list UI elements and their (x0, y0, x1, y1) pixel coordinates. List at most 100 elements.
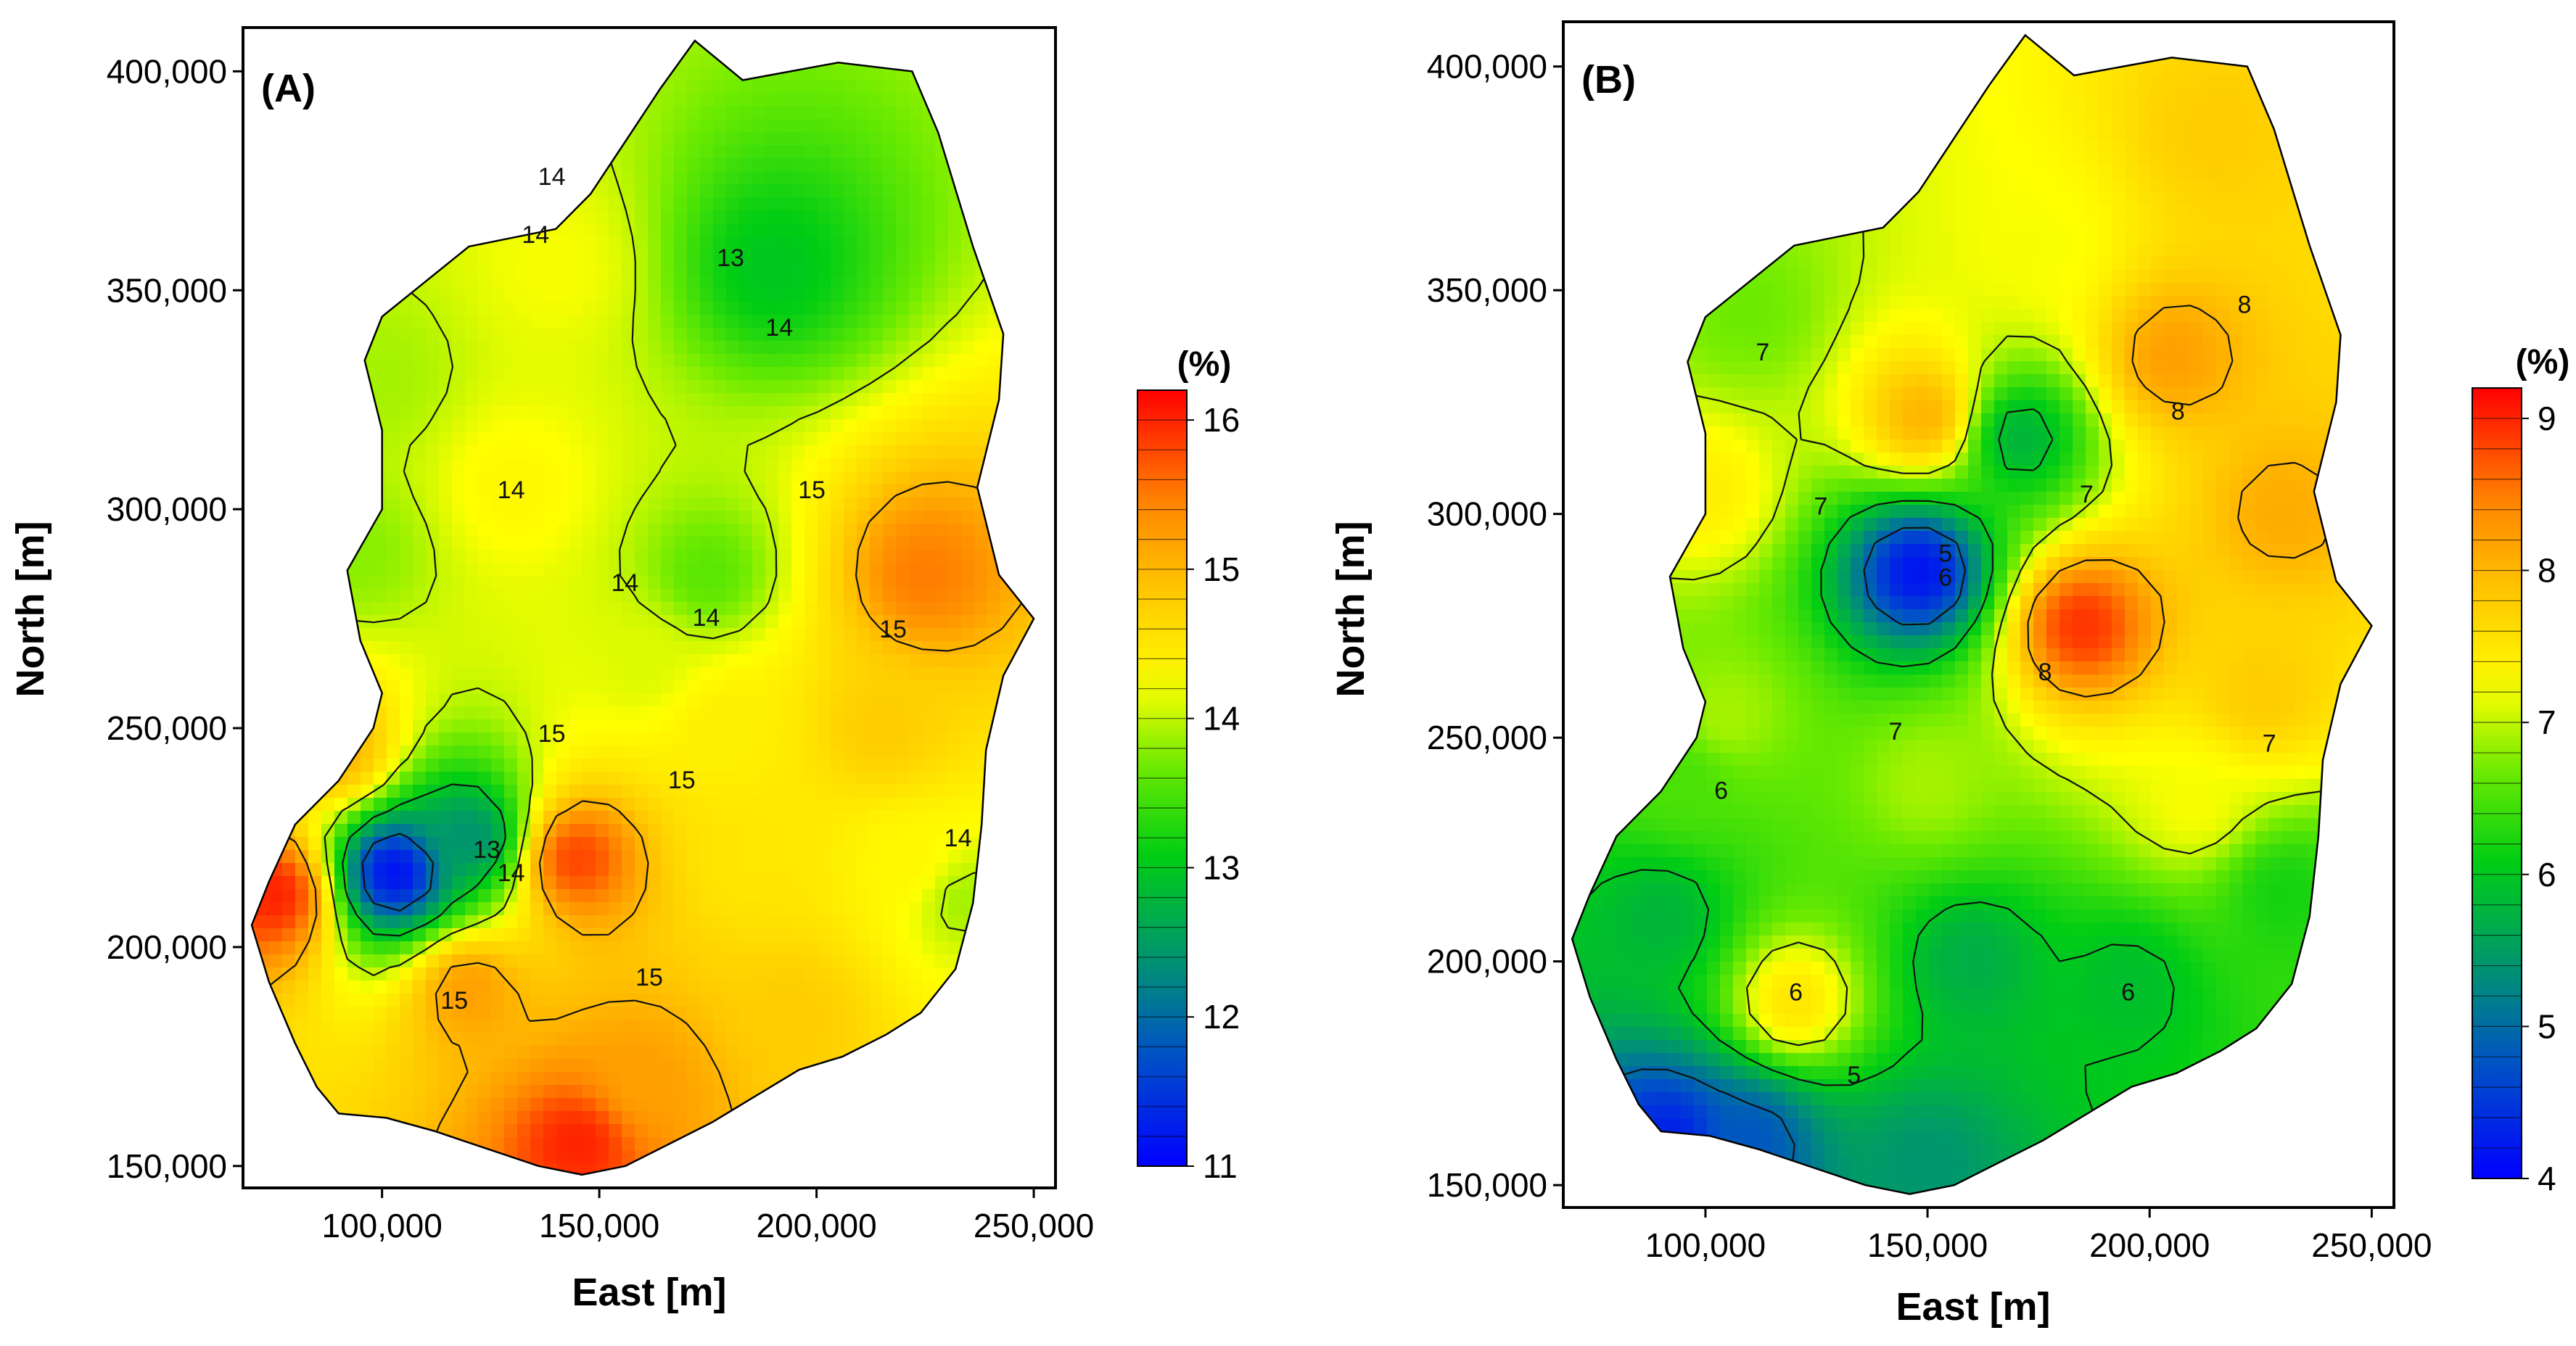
map-cell (321, 589, 335, 603)
map-cell (857, 706, 871, 720)
map-cell (426, 223, 440, 237)
map-cell (252, 210, 257, 224)
map-cell (909, 524, 923, 537)
map-cell (713, 210, 727, 224)
map-cell (321, 132, 335, 146)
map-cell (530, 406, 544, 420)
map-cell (726, 471, 740, 485)
map-cell (1026, 289, 1034, 302)
map-cell (987, 576, 1001, 590)
map-cell (252, 863, 257, 877)
map-cell (974, 28, 988, 41)
map-cell (452, 563, 466, 577)
map-cell (400, 497, 413, 511)
map-cell (347, 693, 361, 707)
map-cell (661, 928, 675, 942)
map-cell (778, 28, 792, 41)
map-cell (791, 302, 805, 315)
map-cell (635, 967, 649, 981)
map-cell (334, 184, 348, 198)
map-cell (465, 484, 479, 498)
map-cell (1013, 889, 1027, 903)
map-cell (844, 550, 857, 563)
map-cell (256, 837, 270, 851)
map-cell (374, 980, 387, 994)
map-cell (583, 263, 596, 276)
map-cell (883, 145, 897, 159)
map-cell (387, 328, 400, 342)
map-cell (739, 628, 753, 642)
map-cell (282, 132, 296, 146)
map-cell (596, 119, 609, 133)
map-cell (922, 876, 936, 890)
map-cell (569, 837, 583, 851)
map-cell (687, 798, 701, 812)
map-cell (778, 785, 792, 798)
map-cell (922, 289, 936, 302)
map-cell (635, 184, 649, 198)
map-cell (387, 210, 400, 224)
map-cell (765, 967, 779, 981)
map-cell (1000, 628, 1014, 642)
map-cell (334, 811, 348, 825)
map-cell (948, 798, 962, 812)
map-cell (1040, 615, 1053, 629)
map-cell (491, 602, 505, 616)
map-cell (426, 732, 440, 746)
map-cell (661, 576, 675, 590)
map-cell (883, 249, 897, 263)
map-cell (530, 537, 544, 550)
map-cell (295, 915, 309, 929)
map-cell (870, 171, 884, 185)
map-cell (596, 315, 609, 329)
map-cell (909, 654, 923, 668)
map-cell (661, 106, 675, 120)
map-cell (948, 28, 962, 41)
map-cell (478, 54, 492, 67)
map-cell (256, 850, 270, 864)
map-cell (465, 850, 479, 864)
map-cell (739, 249, 753, 263)
map-cell (778, 432, 792, 446)
map-cell (295, 263, 309, 276)
map-cell (452, 511, 466, 524)
map-cell (295, 432, 309, 446)
map-cell (987, 967, 1001, 981)
map-cell (635, 406, 649, 420)
map-cell (870, 719, 884, 733)
map-cell (583, 994, 596, 1007)
map-cell (491, 289, 505, 302)
map-cell (791, 889, 805, 903)
map-cell (935, 354, 949, 368)
map-cell (374, 550, 387, 563)
map-cell (609, 915, 622, 929)
map-cell (752, 315, 766, 329)
map-cell (478, 863, 492, 877)
map-cell (569, 537, 583, 550)
map-cell (308, 497, 322, 511)
map-cell (765, 158, 779, 172)
map-cell (961, 276, 975, 289)
map-cell (961, 367, 975, 381)
map-cell (635, 641, 649, 655)
map-cell (308, 811, 322, 825)
map-cell (674, 432, 688, 446)
map-cell (870, 902, 884, 916)
map-cell (439, 876, 453, 890)
map-cell (609, 223, 622, 237)
map-cell (556, 654, 570, 668)
map-cell (909, 1033, 923, 1046)
map-cell (818, 837, 831, 851)
map-cell (1000, 67, 1014, 80)
map-cell (883, 550, 897, 563)
map-cell (857, 550, 871, 563)
map-cell (922, 576, 936, 590)
map-cell (648, 524, 662, 537)
map-cell (334, 980, 348, 994)
map-cell (452, 1033, 466, 1046)
map-cell (252, 980, 257, 994)
map-cell (1026, 484, 1034, 498)
map-cell (687, 902, 701, 916)
map-cell (347, 863, 361, 877)
map-cell (935, 524, 949, 537)
